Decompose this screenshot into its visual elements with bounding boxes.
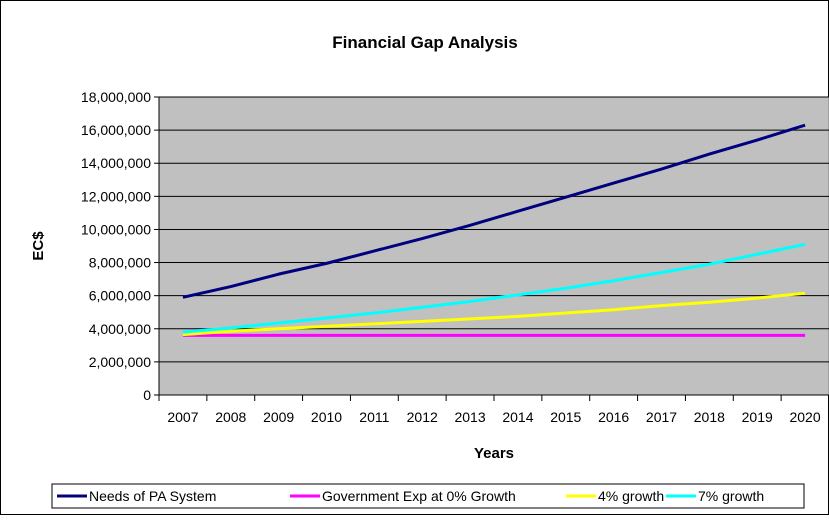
y-tick-label: 8,000,000 — [89, 255, 151, 271]
plot-area — [158, 96, 829, 396]
x-tick-label: 2013 — [454, 409, 485, 425]
series-lines — [182, 123, 806, 337]
series-line-needs-of-pa-system — [182, 123, 806, 299]
x-tick-label: 2011 — [359, 409, 389, 425]
x-tick-label: 2017 — [646, 409, 677, 425]
y-tick-label: 18,000,000 — [81, 89, 151, 105]
y-axis-label: EC$ — [30, 231, 47, 261]
x-tick-label: 2009 — [263, 409, 294, 425]
x-tick-label: 2010 — [311, 409, 342, 425]
y-tick-label: 14,000,000 — [81, 155, 151, 171]
x-tick-label: 2016 — [598, 409, 629, 425]
y-tick-label: 2,000,000 — [89, 354, 151, 370]
axes: 0 2,000,000 4,000,000 6,000,000 8,000,000 10,… — [81, 89, 829, 425]
x-tick-label: 2007 — [167, 409, 198, 425]
x-tick-label: 2018 — [694, 409, 725, 425]
y-tick-label: 6,000,000 — [89, 288, 151, 304]
chart-title: Financial Gap Analysis — [332, 33, 518, 52]
legend-label: 4% growth — [598, 488, 664, 504]
x-tick-label: 2019 — [742, 409, 773, 425]
x-tick-label: 2020 — [789, 409, 820, 425]
y-tick-label: 0 — [143, 387, 151, 403]
y-tick-label: 16,000,000 — [81, 122, 151, 138]
legend-label: Government Exp at 0% Growth — [322, 488, 516, 504]
y-tick-label: 12,000,000 — [81, 188, 151, 204]
series-line-7-growth — [182, 242, 806, 334]
series-line-4-growth — [182, 291, 806, 337]
x-tick-label: 2012 — [407, 409, 438, 425]
x-tick-label: 2014 — [502, 409, 533, 425]
legend-label: 7% growth — [698, 488, 764, 504]
x-tick-label: 2008 — [215, 409, 246, 425]
legend-label: Needs of PA System — [89, 488, 216, 504]
y-tick-label: 4,000,000 — [89, 321, 151, 337]
legend: Needs of PA System Government Exp at 0% G… — [51, 483, 805, 509]
y-tick-label: 10,000,000 — [81, 221, 151, 237]
x-axis-label: Years — [474, 445, 514, 462]
x-tick-label: 2015 — [550, 409, 581, 425]
